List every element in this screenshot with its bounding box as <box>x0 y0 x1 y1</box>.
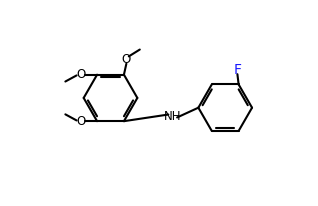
Text: NH: NH <box>163 110 181 123</box>
Text: O: O <box>76 68 85 81</box>
Text: F: F <box>233 63 241 77</box>
Text: O: O <box>121 53 130 66</box>
Text: O: O <box>76 115 85 128</box>
